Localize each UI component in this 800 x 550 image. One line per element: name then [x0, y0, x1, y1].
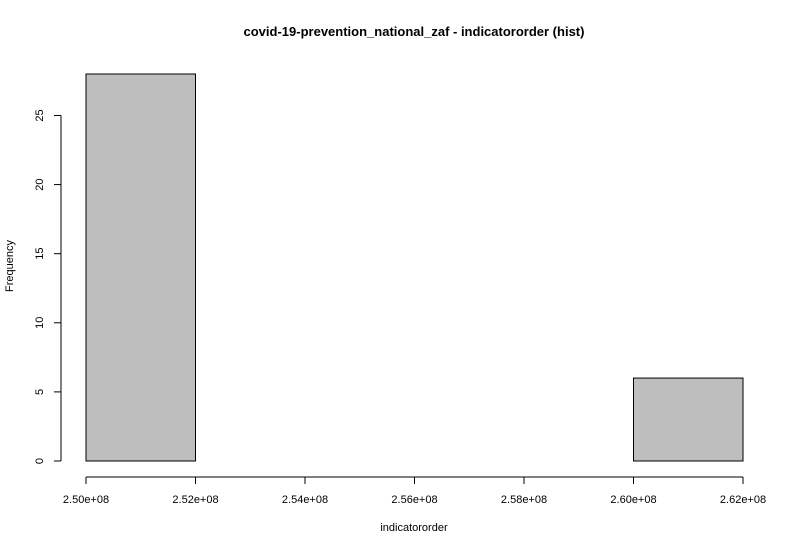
- y-tick-label: 5: [34, 389, 46, 395]
- x-axis-label: indicatororder: [380, 522, 448, 534]
- x-axis: 2.50e+08 2.52e+08 2.54e+08 2.56e+08 2.58e+08…: [63, 476, 766, 506]
- y-axis-label: Frequency: [4, 240, 16, 292]
- histogram-bar: [85, 73, 196, 462]
- x-tick-label: 2.52e+08: [172, 494, 218, 506]
- y-tick-label: 20: [34, 178, 46, 190]
- bars-group: [85, 73, 744, 462]
- y-axis: 0 5 10 15 20 25: [34, 109, 62, 464]
- y-tick-label: 25: [34, 109, 46, 121]
- y-tick-label: 10: [34, 317, 46, 329]
- y-tick-label: 15: [34, 248, 46, 260]
- x-tick-label: 2.60e+08: [610, 494, 656, 506]
- y-tick-label: 0: [34, 458, 46, 464]
- x-tick-label: 2.62e+08: [720, 494, 766, 506]
- x-tick-label: 2.54e+08: [282, 494, 328, 506]
- x-tick-label: 2.58e+08: [501, 494, 547, 506]
- histogram-bar: [633, 377, 744, 462]
- x-tick-label: 2.56e+08: [391, 494, 437, 506]
- x-tick-label: 2.50e+08: [63, 494, 109, 506]
- chart-title: covid-19-prevention_national_zaf - indic…: [244, 24, 585, 39]
